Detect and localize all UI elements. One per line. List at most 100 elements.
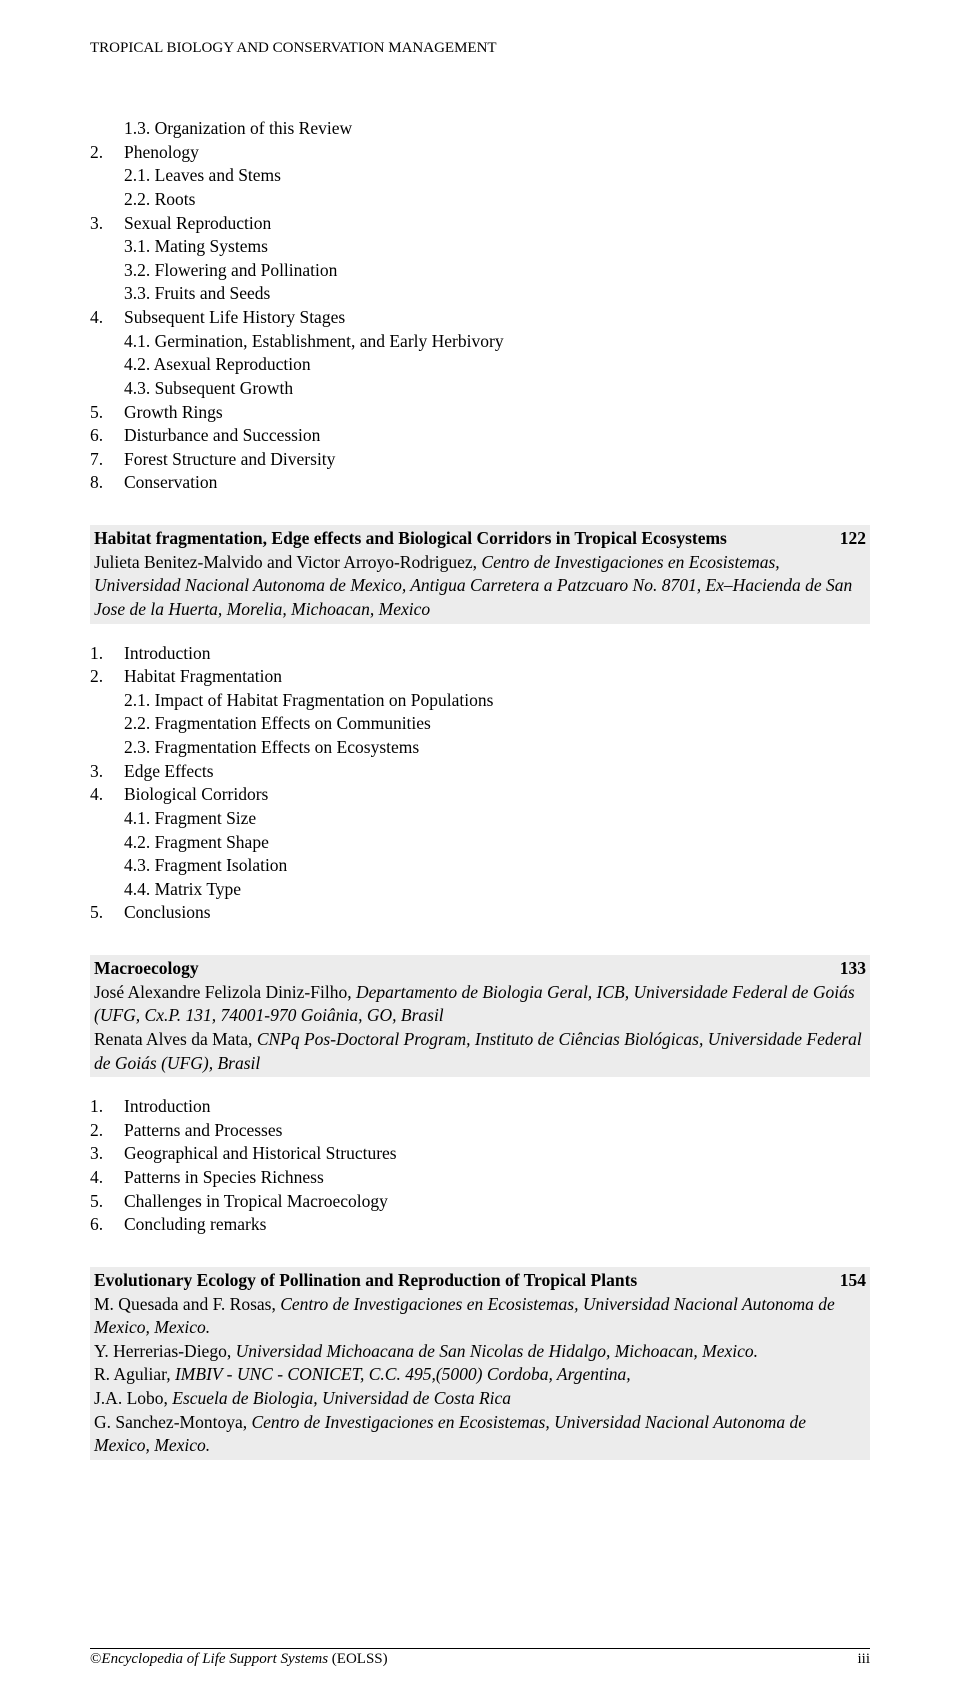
footer-page-number: iii	[857, 1651, 870, 1668]
toc-number: 5.	[90, 901, 124, 925]
toc-text: Introduction	[124, 1095, 211, 1119]
document-page: TROPICAL BIOLOGY AND CONSERVATION MANAGE…	[0, 0, 960, 1706]
toc-line: 3.Geographical and Historical Structures	[90, 1142, 870, 1166]
toc-text: Sexual Reproduction	[124, 212, 271, 236]
toc-number: 2.	[90, 665, 124, 689]
toc-text: 2.1. Leaves and Stems	[124, 164, 281, 188]
toc-line: 5.Growth Rings	[90, 401, 870, 425]
toc-text: Disturbance and Succession	[124, 424, 320, 448]
toc-text: 2.2. Roots	[124, 188, 195, 212]
toc-line: 2.2. Fragmentation Effects on Communitie…	[90, 712, 870, 736]
toc-line: 2.1. Leaves and Stems	[90, 164, 870, 188]
toc-line: 2.2. Roots	[90, 188, 870, 212]
page-footer: ©Encyclopedia of Life Support Systems (E…	[90, 1648, 870, 1668]
section-evolutionary: Evolutionary Ecology of Pollination and …	[90, 1267, 870, 1460]
toc-text: Growth Rings	[124, 401, 223, 425]
toc-line: 2.Habitat Fragmentation	[90, 665, 870, 689]
toc-line: 2.Patterns and Processes	[90, 1119, 870, 1143]
footer-left: ©Encyclopedia of Life Support Systems (E…	[90, 1651, 388, 1668]
toc-number: 2.	[90, 141, 124, 165]
toc-line: 8.Conservation	[90, 471, 870, 495]
toc-line: 3.Sexual Reproduction	[90, 212, 870, 236]
toc-text: Phenology	[124, 141, 199, 165]
toc-number: 7.	[90, 448, 124, 472]
toc-line: 4.1. Germination, Establishment, and Ear…	[90, 330, 870, 354]
toc-text: Concluding remarks	[124, 1213, 266, 1237]
toc-number: 1.	[90, 1095, 124, 1119]
toc-line: 2.Phenology	[90, 141, 870, 165]
toc-line: 7.Forest Structure and Diversity	[90, 448, 870, 472]
toc-text: 2.1. Impact of Habitat Fragmentation on …	[124, 689, 493, 713]
toc-block-0: 1.3. Organization of this Review2.Phenol…	[90, 117, 870, 495]
toc-line: 2.3. Fragmentation Effects on Ecosystems	[90, 736, 870, 760]
toc-text: Challenges in Tropical Macroecology	[124, 1190, 388, 1214]
toc-number: 4.	[90, 1166, 124, 1190]
toc-line: 2.1. Impact of Habitat Fragmentation on …	[90, 689, 870, 713]
toc-number: 3.	[90, 1142, 124, 1166]
toc-text: 4.3. Fragment Isolation	[124, 854, 287, 878]
toc-line: 6.Concluding remarks	[90, 1213, 870, 1237]
toc-line: 4.4. Matrix Type	[90, 878, 870, 902]
toc-line: 3.2. Flowering and Pollination	[90, 259, 870, 283]
toc-number: 5.	[90, 1190, 124, 1214]
toc-number: 3.	[90, 760, 124, 784]
toc-number: 8.	[90, 471, 124, 495]
section-page: 133	[820, 957, 866, 981]
toc-text: 3.2. Flowering and Pollination	[124, 259, 337, 283]
section-authors: Julieta Benitez-Malvido and Victor Arroy…	[94, 551, 866, 622]
toc-text: 1.3. Organization of this Review	[124, 117, 352, 141]
toc-number: 6.	[90, 424, 124, 448]
toc-text: Edge Effects	[124, 760, 214, 784]
toc-number: 3.	[90, 212, 124, 236]
toc-line: 4.Patterns in Species Richness	[90, 1166, 870, 1190]
toc-text: Geographical and Historical Structures	[124, 1142, 397, 1166]
toc-text: 4.2. Asexual Reproduction	[124, 353, 311, 377]
section-page: 154	[820, 1269, 866, 1293]
toc-block-2: 1.Introduction2.Patterns and Processes3.…	[90, 1095, 870, 1237]
toc-line: 4.3. Fragment Isolation	[90, 854, 870, 878]
toc-line: 4.2. Fragment Shape	[90, 831, 870, 855]
toc-line: 1.3. Organization of this Review	[90, 117, 870, 141]
toc-line: 4.Biological Corridors	[90, 783, 870, 807]
toc-text: Patterns in Species Richness	[124, 1166, 324, 1190]
toc-line: 4.1. Fragment Size	[90, 807, 870, 831]
section-habitat: Habitat fragmentation, Edge effects and …	[90, 525, 870, 624]
toc-text: 2.3. Fragmentation Effects on Ecosystems	[124, 736, 419, 760]
toc-line: 1.Introduction	[90, 642, 870, 666]
section-title: Evolutionary Ecology of Pollination and …	[94, 1269, 820, 1293]
toc-number: 4.	[90, 783, 124, 807]
toc-number: 6.	[90, 1213, 124, 1237]
toc-text: 4.4. Matrix Type	[124, 878, 241, 902]
section-authors: M. Quesada and F. Rosas, Centro de Inves…	[94, 1293, 866, 1458]
toc-text: Patterns and Processes	[124, 1119, 282, 1143]
toc-text: Introduction	[124, 642, 211, 666]
toc-line: 4.Subsequent Life History Stages	[90, 306, 870, 330]
toc-number: 5.	[90, 401, 124, 425]
toc-line: 4.2. Asexual Reproduction	[90, 353, 870, 377]
toc-text: Conservation	[124, 471, 217, 495]
toc-line: 3.Edge Effects	[90, 760, 870, 784]
toc-text: Biological Corridors	[124, 783, 268, 807]
toc-text: Habitat Fragmentation	[124, 665, 282, 689]
toc-line: 5.Challenges in Tropical Macroecology	[90, 1190, 870, 1214]
toc-text: 2.2. Fragmentation Effects on Communitie…	[124, 712, 431, 736]
toc-line: 1.Introduction	[90, 1095, 870, 1119]
toc-text: Subsequent Life History Stages	[124, 306, 345, 330]
toc-line: 3.1. Mating Systems	[90, 235, 870, 259]
toc-block-1: 1.Introduction2.Habitat Fragmentation2.1…	[90, 642, 870, 926]
section-title: Macroecology	[94, 957, 820, 981]
toc-number: 4.	[90, 306, 124, 330]
toc-text: 4.1. Fragment Size	[124, 807, 256, 831]
toc-line: 6.Disturbance and Succession	[90, 424, 870, 448]
toc-line: 5.Conclusions	[90, 901, 870, 925]
section-authors: José Alexandre Felizola Diniz-Filho, Dep…	[94, 981, 866, 1076]
section-page: 122	[820, 527, 866, 551]
section-title: Habitat fragmentation, Edge effects and …	[94, 527, 820, 551]
toc-number: 2.	[90, 1119, 124, 1143]
toc-text: 3.3. Fruits and Seeds	[124, 282, 270, 306]
toc-number: 1.	[90, 642, 124, 666]
toc-text: 3.1. Mating Systems	[124, 235, 268, 259]
section-macroecology: Macroecology 133 José Alexandre Felizola…	[90, 955, 870, 1077]
page-header: TROPICAL BIOLOGY AND CONSERVATION MANAGE…	[90, 40, 870, 57]
toc-text: Forest Structure and Diversity	[124, 448, 335, 472]
